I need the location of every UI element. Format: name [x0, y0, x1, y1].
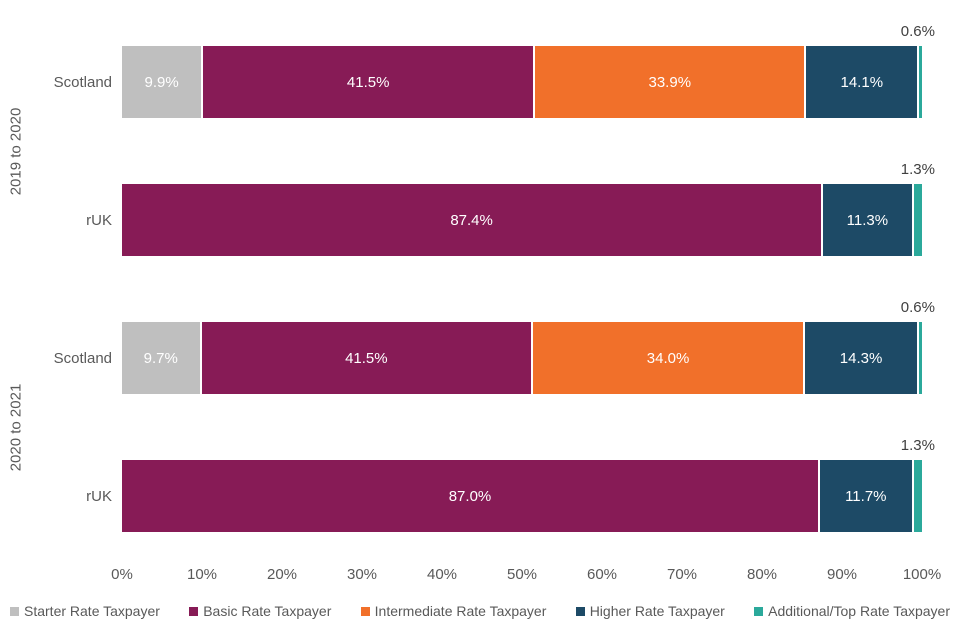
legend-item: Starter Rate Taxpayer [10, 603, 160, 619]
legend: Starter Rate Taxpayer Basic Rate Taxpayer… [0, 603, 960, 619]
bar-segment: 34.0% [531, 322, 803, 394]
bar-segment: 11.7% [818, 460, 912, 532]
segment-data-label: 14.1% [840, 73, 884, 91]
legend-label: Intermediate Rate Taxpayer [374, 603, 547, 619]
bar-segment [917, 322, 922, 394]
x-axis-tick: 70% [666, 566, 698, 583]
bar-segment: 9.7% [122, 322, 200, 394]
category-label: Scotland [53, 73, 112, 91]
category-label: Scotland [53, 349, 112, 367]
bar-row: rUK 1.3% 87.4% 11.3% [0, 161, 960, 256]
bar-segment: 41.5% [201, 46, 534, 118]
segment-data-label: 9.7% [143, 349, 178, 367]
legend-swatch-icon [575, 606, 585, 616]
stacked-bar: 87.0% 11.7% [122, 460, 922, 532]
segment-data-label: 11.3% [846, 211, 889, 229]
stacked-bar: 9.9% 41.5% 33.9% 14.1% [122, 46, 922, 118]
group-label-text: 2020 to 2021 [7, 383, 25, 471]
bar-row: Scotland 0.6% 9.7% 41.5% 34.0% 14.3% [0, 299, 960, 394]
bar-row: Scotland 0.6% 9.9% 41.5% 33.9% 14.1% [0, 23, 960, 118]
segment-data-label: 11.7% [845, 487, 887, 505]
x-axis-tick: 90% [826, 566, 858, 583]
segment-data-label: 41.5% [346, 73, 390, 91]
legend-item: Higher Rate Taxpayer [575, 603, 725, 619]
x-axis-tick: 40% [426, 566, 458, 583]
x-axis-tick: 0% [111, 566, 133, 583]
bar-segment: 14.1% [804, 46, 918, 118]
bar-segment: 87.0% [122, 460, 818, 532]
category-label: rUK [86, 211, 112, 229]
x-axis-tick: 80% [746, 566, 778, 583]
group-label-text: 2019 to 2020 [7, 107, 25, 195]
x-axis-tick: 50% [506, 566, 538, 583]
legend-label: Higher Rate Taxpayer [589, 603, 725, 619]
bar-segment: 14.3% [802, 322, 918, 394]
x-axis-tick: 10% [186, 566, 218, 583]
x-axis-tick: 60% [586, 566, 618, 583]
segment-data-label: 34.0% [646, 349, 690, 367]
outside-data-label: 1.3% [900, 437, 935, 454]
legend-item: Additional/Top Rate Taxpayer [754, 603, 950, 619]
legend-item: Basic Rate Taxpayer [189, 603, 331, 619]
legend-swatch-icon [189, 606, 199, 616]
x-axis: 0% 10% 20% 30% 40% 50% 60% 70% 80% 90% 100% [0, 566, 960, 588]
bar-segment: 9.9% [122, 46, 202, 118]
legend-swatch-icon [754, 606, 764, 616]
legend-label: Basic Rate Taxpayer [203, 603, 332, 619]
segment-data-label: 33.9% [648, 73, 692, 91]
bar-segment: 33.9% [533, 46, 805, 118]
segment-data-label: 87.0% [448, 487, 492, 505]
bar-segment [911, 184, 922, 256]
x-axis-tick: 30% [346, 566, 378, 583]
x-axis-tick: 20% [266, 566, 298, 583]
segment-data-label: 41.5% [345, 349, 388, 367]
bar-segment [917, 46, 922, 118]
legend-swatch-icon [360, 606, 370, 616]
stacked-bar: 87.4% 11.3% [122, 184, 922, 256]
bar-row: rUK 1.3% 87.0% 11.7% [0, 437, 960, 532]
bar-segment: 87.4% [122, 184, 822, 256]
legend-label: Additional/Top Rate Taxpayer [768, 603, 950, 619]
outside-data-label: 0.6% [900, 23, 935, 40]
legend-swatch-icon [10, 606, 19, 616]
stacked-bar: 9.7% 41.5% 34.0% 14.3% [122, 322, 922, 394]
segment-data-label: 87.4% [450, 211, 493, 229]
x-axis-tick: 100% [902, 566, 942, 583]
bar-segment: 41.5% [199, 322, 532, 394]
outside-data-label: 1.3% [900, 161, 935, 178]
bar-segment: 11.3% [821, 184, 912, 256]
category-label: rUK [86, 487, 112, 505]
segment-data-label: 14.3% [839, 349, 883, 367]
segment-data-label: 9.9% [144, 73, 179, 91]
bar-segment [911, 460, 922, 532]
legend-item: Intermediate Rate Taxpayer [360, 603, 547, 619]
outside-data-label: 0.6% [900, 299, 935, 316]
legend-label: Starter Rate Taxpayer [24, 603, 160, 619]
